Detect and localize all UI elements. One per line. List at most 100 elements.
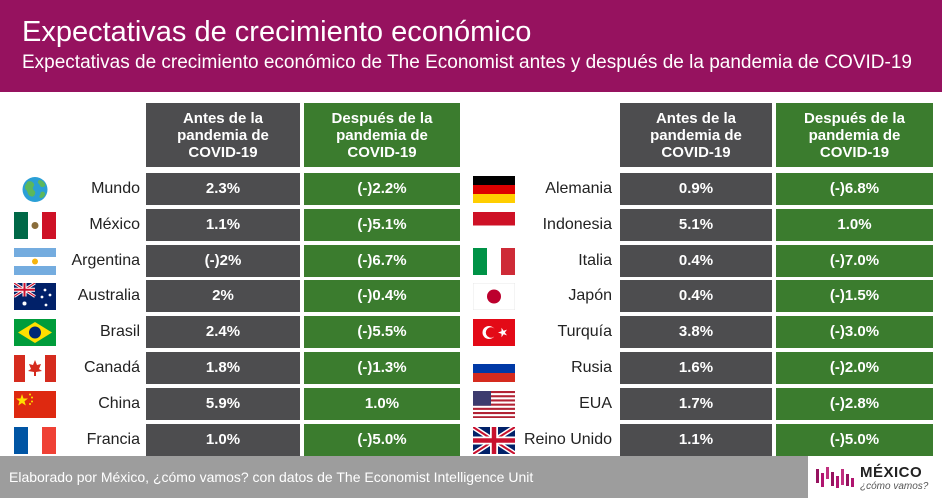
logo: MÉXICO ¿cómo vamos? xyxy=(808,456,942,498)
value-after: (-)2.8% xyxy=(776,387,933,420)
country-name: Francia xyxy=(86,430,140,448)
value-before: 2% xyxy=(146,280,300,313)
value-after: (-)3.0% xyxy=(776,316,933,349)
value-before: 5.9% xyxy=(146,387,300,420)
uk-flag-icon xyxy=(473,426,515,454)
column-header-before-line-2: pandemia de xyxy=(177,126,269,144)
source-credit: Elaborado por México, ¿cómo vamos? con d… xyxy=(9,469,534,485)
france-flag-icon xyxy=(14,426,56,454)
country-name: México xyxy=(89,215,140,233)
table-row: Canadá 1.8% (-)1.3% xyxy=(0,352,470,384)
table-row: Mundo 2.3% (-)2.2% xyxy=(0,173,470,205)
table-row: Japón 0.4% (-)1.5% xyxy=(470,280,942,313)
left-table: Antes de la pandemia de COVID-19 Después… xyxy=(0,103,470,456)
country-name: Argentina xyxy=(71,251,141,269)
logo-title: MÉXICO xyxy=(860,464,923,481)
column-header-before: Antes de la pandemia de COVID-19 xyxy=(146,103,300,167)
column-header-before: Antes de la pandemia de COVID-19 xyxy=(620,103,772,167)
page-title: Expectativas de crecimiento económico xyxy=(22,16,532,48)
column-header-after-line-3: COVID-19 xyxy=(819,143,890,161)
header-banner: Expectativas de crecimiento económico Ex… xyxy=(0,0,942,92)
logo-subtitle: ¿cómo vamos? xyxy=(860,481,929,492)
table-row: Alemania 0.9% (-)6.8% xyxy=(470,173,942,205)
column-header-before-line-3: COVID-19 xyxy=(661,143,731,161)
value-before: 0.4% xyxy=(620,244,772,277)
italy-flag-icon xyxy=(473,247,515,275)
value-after: (-)1.3% xyxy=(304,352,460,384)
column-header-before-line-3: COVID-19 xyxy=(188,143,258,161)
footer: Elaborado por México, ¿cómo vamos? con d… xyxy=(0,456,942,498)
value-after: (-)0.4% xyxy=(304,280,460,313)
column-header-after-line-1: Después de la xyxy=(331,109,433,127)
value-after: (-)6.7% xyxy=(304,244,460,277)
table-row: Indonesia 5.1% 1.0% xyxy=(470,208,942,241)
value-after: 1.0% xyxy=(776,208,933,241)
value-after: (-)5.0% xyxy=(304,423,460,456)
right-table: Antes de la pandemia de COVID-19 Después… xyxy=(470,103,942,456)
value-before: 2.4% xyxy=(146,316,300,349)
country-name: Turquía xyxy=(557,323,612,341)
logo-mark-icon xyxy=(816,467,854,488)
turkey-flag-icon xyxy=(473,319,515,347)
value-before: 1.7% xyxy=(620,387,772,420)
table-row: Turquía 3.8% (-)3.0% xyxy=(470,316,942,349)
germany-flag-icon xyxy=(473,176,515,203)
table-row: Reino Unido 1.1% (-)5.0% xyxy=(470,423,942,456)
column-header-after-line-1: Después de la xyxy=(804,109,905,127)
value-before: 1.0% xyxy=(146,423,300,456)
country-name: Mundo xyxy=(91,180,140,197)
russia-flag-icon xyxy=(473,355,515,382)
table-row: Argentina (-)2% (-)6.7% xyxy=(0,244,470,277)
column-header-before-line-1: Antes de la xyxy=(655,109,736,127)
value-before: 1.1% xyxy=(146,208,300,241)
value-after: 1.0% xyxy=(304,387,460,420)
brazil-flag-icon xyxy=(14,319,56,347)
table-row: Italia 0.4% (-)7.0% xyxy=(470,244,942,277)
value-after: (-)7.0% xyxy=(776,244,933,277)
value-after: (-)2.2% xyxy=(304,173,460,205)
country-name: Indonesia xyxy=(542,215,612,233)
country-name: Brasil xyxy=(99,323,140,341)
value-before: 3.8% xyxy=(620,316,772,349)
country-name: Rusia xyxy=(571,359,612,376)
country-name: Italia xyxy=(578,251,612,269)
value-before: (-)2% xyxy=(146,244,300,277)
value-before: 0.4% xyxy=(620,280,772,313)
table-row: Rusia 1.6% (-)2.0% xyxy=(470,352,942,384)
value-before: 1.6% xyxy=(620,352,772,384)
value-after: (-)2.0% xyxy=(776,352,933,384)
value-before: 2.3% xyxy=(146,173,300,205)
china-flag-icon xyxy=(14,390,56,418)
value-before: 1.1% xyxy=(620,423,772,456)
table-row: México 1.1% (-)5.1% xyxy=(0,208,470,241)
column-header-before-line-1: Antes de la xyxy=(182,109,263,127)
country-name: EUA xyxy=(579,394,612,412)
table-row: Francia 1.0% (-)5.0% xyxy=(0,423,470,456)
value-after: (-)1.5% xyxy=(776,280,933,313)
value-before: 0.9% xyxy=(620,173,772,205)
table-row: EUA 1.7% (-)2.8% xyxy=(470,387,942,420)
table-row: Brasil 2.4% (-)5.5% xyxy=(0,316,470,349)
japan-flag-icon xyxy=(473,283,515,311)
column-header-after: Después de la pandemia de COVID-19 xyxy=(776,103,933,167)
table-row: China 5.9% 1.0% xyxy=(0,387,470,420)
column-header-after: Después de la pandemia de COVID-19 xyxy=(304,103,460,167)
table-row: Australia 2% (-)0.4% xyxy=(0,280,470,313)
column-header-after-line-2: pandemia de xyxy=(336,126,428,144)
country-name: Reino Unido xyxy=(523,430,612,448)
column-header-after-line-3: COVID-19 xyxy=(347,143,417,161)
usa-flag-icon xyxy=(473,390,515,418)
argentina-flag-icon xyxy=(14,247,56,275)
country-name: Alemania xyxy=(545,180,612,197)
value-before: 5.1% xyxy=(620,208,772,241)
value-before: 1.8% xyxy=(146,352,300,384)
value-after: (-)5.5% xyxy=(304,316,460,349)
column-header-before-line-2: pandemia de xyxy=(650,126,742,144)
page-subtitle: Expectativas de crecimiento económico de… xyxy=(22,52,912,73)
country-name: Canadá xyxy=(83,359,140,376)
country-name: Japón xyxy=(568,287,612,305)
country-name: China xyxy=(98,394,140,412)
column-header-after-line-2: pandemia de xyxy=(808,126,901,144)
country-name: Australia xyxy=(77,287,140,305)
value-after: (-)5.0% xyxy=(776,423,933,456)
